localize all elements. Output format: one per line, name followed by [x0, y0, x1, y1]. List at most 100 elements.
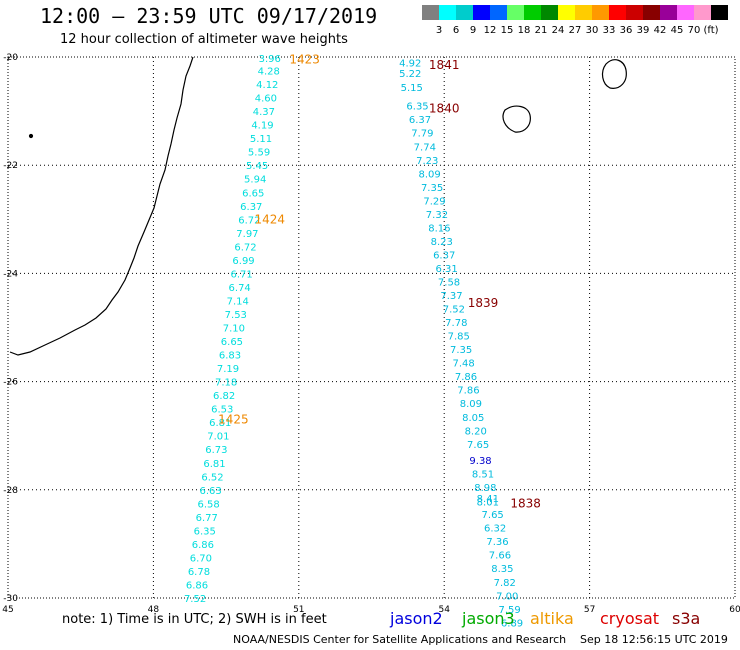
wave-height-value: 7.18	[215, 378, 237, 389]
wave-height-value: 7.59	[498, 605, 520, 616]
wave-height-value: 6.83	[219, 351, 241, 362]
altimeter-track: 4.925.22 5.15 6.35 6.37 7.79 7.74 7.23 8.09 7.35…	[399, 58, 523, 629]
y-tick-label: -24	[3, 269, 18, 279]
scale-swatch	[558, 5, 575, 20]
satellite-s3a: s3a	[672, 609, 701, 628]
satellite-cryosat: cryosat	[600, 609, 660, 628]
wave-height-value: 7.35	[450, 345, 472, 356]
scale-swatch	[490, 5, 507, 20]
y-tick-label: -30	[3, 594, 18, 604]
wave-height-value: 4.92	[399, 58, 421, 69]
wave-height-value: 8.35	[491, 564, 513, 575]
satellite-altika: altika	[530, 609, 574, 628]
x-tick-label: 60	[729, 605, 740, 615]
wave-height-value: 8.98	[474, 483, 496, 494]
wave-height-value: 7.66	[489, 551, 511, 562]
wave-height-value: 6.99	[232, 256, 254, 267]
scale-label: 45	[670, 25, 684, 36]
scale-label: (ft)	[703, 25, 719, 36]
wave-height-value: 7.74	[414, 142, 436, 153]
wave-height-value: 6.77	[196, 513, 218, 524]
lat-lon-grid	[8, 57, 735, 598]
scale-label: 30	[585, 25, 599, 36]
scale-swatch	[694, 5, 711, 20]
wave-height-value: 7.14	[227, 296, 249, 307]
scale-label: 36	[619, 25, 633, 36]
wave-height-value: 6.74	[229, 283, 251, 294]
wave-height-value: 4.60	[255, 94, 277, 105]
scale-swatch	[473, 5, 490, 20]
wave-height-value: 4.19	[251, 121, 273, 132]
wave-height-value: 8.09	[419, 169, 441, 180]
wave-height-value: 6.72	[238, 215, 260, 226]
wave-height-value: 4.37	[253, 107, 275, 118]
madagascar-coastline	[9, 56, 194, 356]
scale-swatch	[422, 5, 439, 20]
wave-height-value: 6.31	[435, 264, 457, 275]
wave-height-value: 9.38	[469, 456, 491, 467]
wave-height-value: 5.22	[399, 69, 421, 80]
wave-height-value: 7.10	[223, 324, 245, 335]
scale-label: 70	[687, 25, 701, 36]
wave-height-value: 6.52	[201, 472, 223, 483]
pass-time-label: 1840	[429, 101, 460, 115]
wave-height-value: 6.35	[406, 102, 428, 113]
wave-height-value: 6.86	[192, 540, 214, 551]
wave-height-value: 7.97	[236, 229, 258, 240]
wave-height-value: 6.82	[213, 391, 235, 402]
satellite-jason2: jason2	[390, 609, 443, 628]
wave-height-value: 7.37	[440, 291, 462, 302]
wave-height-value: 6.71	[230, 269, 252, 280]
map-border	[7, 56, 736, 599]
wave-height-value: 6.35	[194, 526, 216, 537]
wave-height-value: 8.05	[462, 413, 484, 424]
coastline	[9, 56, 627, 356]
scale-label: 3	[435, 25, 443, 36]
wave-height-value: 6.37	[433, 250, 455, 261]
scale-label: 33	[602, 25, 616, 36]
wave-height-value: 5.11	[250, 134, 272, 145]
wave-height-value: 7.00	[496, 591, 518, 602]
scale-label: 42	[653, 25, 667, 36]
wave-height-value: 5.15	[401, 83, 423, 94]
x-tick-label: 48	[148, 605, 160, 615]
wave-height-value: 7.48	[452, 359, 474, 370]
note-text: note: 1) Time is in UTC; 2) SWH is in fe…	[62, 612, 327, 627]
scale-label: 27	[568, 25, 582, 36]
wave-height-value: 7.36	[486, 537, 508, 548]
map-subtitle: 12 hour collection of altimeter wave hei…	[60, 32, 348, 47]
wave-height-value: 6.65	[242, 188, 264, 199]
scale-label: 15	[500, 25, 514, 36]
wave-height-value: 7.35	[421, 183, 443, 194]
pass-time-label: 1423	[289, 53, 320, 67]
scale-label: 18	[517, 25, 531, 36]
wave-height-value: 6.37	[409, 115, 431, 126]
x-tick-label: 45	[2, 605, 13, 615]
wave-height-value: 6.72	[234, 242, 256, 253]
wave-height-value: 6.65	[221, 337, 243, 348]
wave-height-value: 7.52	[443, 305, 465, 316]
y-tick-label: -20	[3, 53, 18, 63]
wave-height-value: 7.78	[445, 318, 467, 329]
time-labels: 1423 1424 1425 1841 1840 1839 1838	[218, 53, 541, 511]
reunion-island	[502, 105, 531, 133]
wave-height-value: 6.53	[211, 405, 233, 416]
wave-height-value: 4.12	[256, 80, 278, 91]
y-tick-label: -28	[3, 486, 18, 496]
wave-height-value: 8.23	[431, 237, 453, 248]
scale-swatch	[439, 5, 456, 20]
scale-label: 12	[483, 25, 497, 36]
wave-height-value: 7.82	[494, 578, 516, 589]
y-tick-label: -26	[3, 378, 18, 388]
scale-label: 24	[551, 25, 565, 36]
scale-label: 9	[469, 25, 477, 36]
scale-swatch	[592, 5, 609, 20]
wave-height-value: 3.96	[259, 54, 281, 65]
wave-height-value: 6.89	[501, 618, 523, 629]
y-tick-label: -22	[3, 161, 18, 171]
x-tick-label: 54	[438, 605, 450, 615]
wave-height-value: 7.79	[411, 129, 433, 140]
wave-height-value: 7.58	[438, 278, 460, 289]
wave-height-value: 6.81	[209, 418, 231, 429]
x-tick-label: 57	[584, 605, 595, 615]
